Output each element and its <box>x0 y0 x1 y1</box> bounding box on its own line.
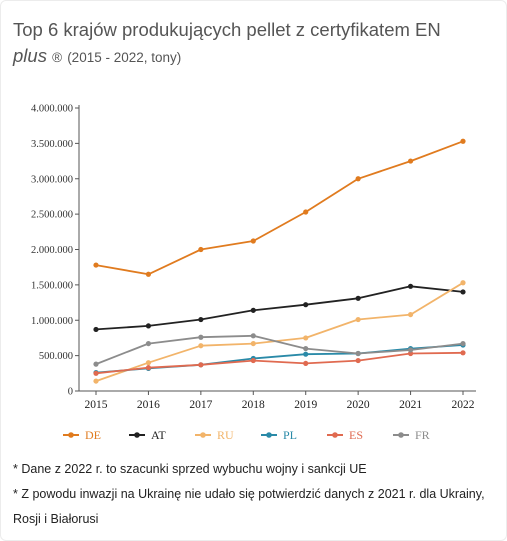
data-point-at <box>407 283 414 289</box>
x-tick-label: 2022 <box>452 399 475 411</box>
y-tick-label: 500.000 <box>39 351 73 362</box>
data-point-fr <box>407 347 414 353</box>
data-point-es <box>250 357 256 364</box>
data-point-fr <box>93 361 99 367</box>
data-point-at <box>355 295 361 301</box>
data-point-fr <box>460 340 466 347</box>
y-tick-label: 1.000.000 <box>31 316 73 327</box>
data-point-es <box>355 357 361 364</box>
data-point-ru <box>460 280 466 286</box>
data-point-es <box>460 350 466 356</box>
data-point-de <box>355 176 361 182</box>
data-point-ru <box>198 343 204 349</box>
data-point-ru <box>145 360 152 366</box>
y-tick-label: 1.500.000 <box>31 280 73 291</box>
legend-label-de: DE <box>85 428 101 442</box>
data-point-de <box>407 158 414 164</box>
data-point-es <box>145 365 152 371</box>
data-point-es <box>198 362 204 368</box>
legend-label-es: ES <box>349 428 363 442</box>
data-point-es <box>303 360 309 367</box>
data-point-at <box>303 302 309 308</box>
series-line-es <box>95 351 464 375</box>
data-point-fr <box>303 345 309 352</box>
footnote-2: * Z powodu inwazji na Ukrainę nie udało … <box>13 487 485 526</box>
x-tick-label: 2015 <box>85 399 108 411</box>
title-suffix: (2015 - 2022, tony) <box>67 50 182 65</box>
x-tick-label: 2017 <box>189 399 212 411</box>
data-point-es <box>93 370 99 376</box>
y-tick-label: 2.500.000 <box>31 210 73 221</box>
footnote-1: * Dane z 2022 r. to szacunki sprzed wybu… <box>13 462 367 476</box>
data-point-fr <box>198 334 204 340</box>
legend-label-ru: RU <box>217 428 234 442</box>
x-tick-label: 2020 <box>347 399 370 411</box>
y-tick-label: 4.000.000 <box>31 104 73 115</box>
series-line-fr <box>95 334 464 365</box>
y-tick-label: 0 <box>68 387 73 398</box>
data-point-de <box>93 262 99 268</box>
footnotes: * Dane z 2022 r. to szacunki sprzed wybu… <box>13 457 493 532</box>
x-tick-label: 2016 <box>137 399 160 411</box>
data-point-de <box>250 238 256 244</box>
data-point-fr <box>145 340 152 347</box>
legend-marker-at <box>134 432 140 438</box>
data-point-ru <box>250 340 256 347</box>
data-point-de <box>460 138 466 144</box>
title-line1: Top 6 krajów produkujących pellet z cert… <box>13 19 441 40</box>
series-line-at <box>95 285 464 331</box>
data-point-ru <box>303 335 309 341</box>
y-tick-label: 2.000.000 <box>31 245 73 256</box>
legend-label-pl: PL <box>283 428 297 442</box>
data-point-at <box>250 307 256 313</box>
line-chart: 0 500.000 1.000.000 1.500.000 2.000.000 2.500… <box>31 104 476 442</box>
legend-marker-es <box>332 432 338 438</box>
data-point-at <box>145 323 152 329</box>
legend-marker-de <box>68 432 74 438</box>
data-point-de <box>198 246 204 253</box>
data-point-de <box>303 209 309 215</box>
data-point-at <box>198 316 204 323</box>
series-line-ru <box>95 282 464 382</box>
series-line-pl <box>95 344 464 374</box>
data-point-de <box>145 271 152 277</box>
x-tick-label: 2018 <box>242 399 265 411</box>
legend-label-at: AT <box>151 428 166 442</box>
x-tick-label: 2021 <box>399 399 422 411</box>
title-registered: ® <box>52 50 63 65</box>
series-line-de <box>95 140 464 276</box>
y-tick-label: 3.500.000 <box>31 139 73 150</box>
legend-marker-ru <box>200 432 206 438</box>
legend-marker-fr <box>398 432 404 438</box>
data-point-ru <box>93 378 99 384</box>
data-point-pl <box>303 351 309 357</box>
data-point-fr <box>355 350 361 357</box>
data-point-at <box>93 326 99 333</box>
data-point-at <box>460 289 466 295</box>
data-point-ru <box>355 316 361 323</box>
x-tick-label: 2019 <box>294 399 317 411</box>
title-italic: plus <box>13 45 47 66</box>
legend-label-fr: FR <box>415 428 430 442</box>
data-point-fr <box>250 333 256 339</box>
chart-title: Top 6 krajów produkujących pellet z cert… <box>13 17 493 71</box>
y-tick-label: 3.000.000 <box>31 174 73 185</box>
legend-marker-pl <box>266 432 272 438</box>
data-point-ru <box>407 311 414 318</box>
